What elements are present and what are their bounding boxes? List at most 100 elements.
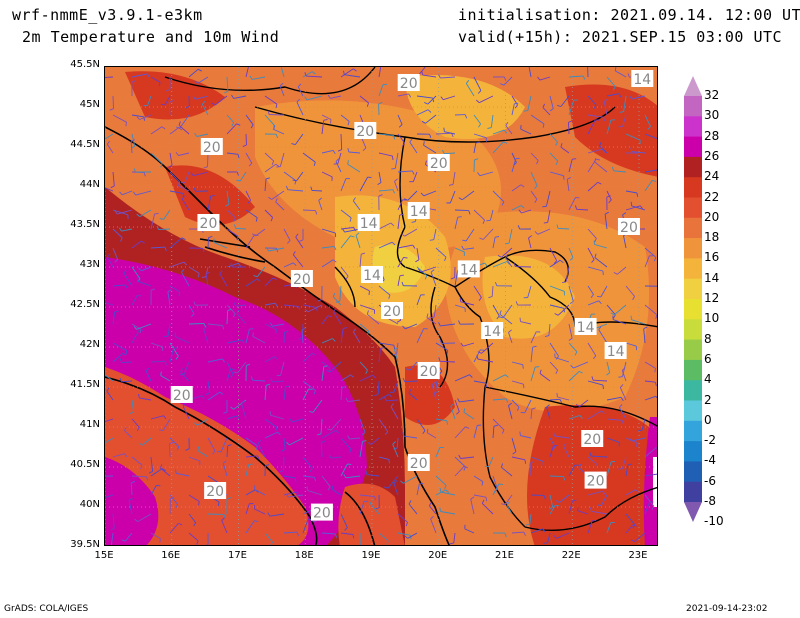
colorbar-swatch: [684, 359, 702, 381]
colorbar-tick-label: 8: [704, 331, 712, 346]
svg-text:14: 14: [363, 268, 381, 284]
missing-data-strip: [653, 457, 657, 507]
latitude-tick-label: 41.5N: [70, 379, 100, 390]
temperature-zone-20-22: [165, 165, 255, 225]
contour-label: 20: [617, 218, 640, 236]
svg-text:20: 20: [620, 220, 638, 236]
colorbar-swatch: [684, 481, 702, 503]
latitude-tick-label: 39.5N: [70, 539, 100, 550]
colorbar-swatch: [684, 96, 702, 117]
colorbar-swatch: [684, 299, 702, 320]
graticule: [105, 67, 657, 545]
colorbar-tick-label: 6: [704, 351, 712, 366]
svg-text:20: 20: [206, 484, 224, 500]
temperature-colorbar: [684, 76, 702, 522]
contour-label: 20: [204, 482, 227, 500]
latitude-tick-label: 41N: [79, 419, 100, 430]
colorbar-swatch: [684, 461, 702, 483]
contour-label: 20: [354, 122, 377, 140]
svg-text:20: 20: [430, 156, 448, 172]
longitude-tick-label: 17E: [227, 550, 247, 561]
svg-text:20: 20: [203, 140, 221, 156]
svg-text:20: 20: [293, 272, 311, 288]
product-title: 2m Temperature and 10m Wind: [22, 28, 280, 46]
colorbar-tick-label: -8: [704, 494, 716, 508]
colorbar-tick-label: 10: [704, 311, 720, 326]
svg-text:20: 20: [200, 216, 218, 232]
colorbar-tick-label: -4: [704, 453, 716, 468]
contour-labels: 20 14 20 20 20 14 14 20 20 14 14 20 20 14 14 14 20 20 20 20…: [170, 70, 654, 522]
temperature-zone-20-22: [125, 71, 225, 120]
map-canvas: 20 14 20 20 20 14 14 20 20 14 14 20 20 14 14 14 20 20 20 20…: [105, 67, 657, 545]
colorbar-tick-label: -2: [704, 433, 716, 448]
colorbar-swatch: [684, 400, 702, 422]
software-credit: GrADS: COLA/IGES: [4, 604, 89, 614]
contour-label: 20: [170, 386, 193, 404]
colorbar-tick-label: 16: [704, 250, 720, 265]
colorbar-tick-label: 22: [704, 189, 720, 204]
colorbar-swatch: [684, 339, 702, 361]
contour-label: 20: [310, 503, 333, 522]
colorbar-swatch: [684, 197, 702, 219]
contour-label: 20: [427, 154, 450, 172]
creation-timestamp: 2021-09-14-23:02: [686, 604, 768, 614]
svg-text:20: 20: [400, 76, 418, 92]
wind-barbs: [105, 67, 657, 545]
svg-text:14: 14: [483, 324, 501, 340]
svg-text:14: 14: [460, 262, 478, 278]
longitude-tick-label: 23E: [628, 550, 648, 561]
aegean-sea: [643, 417, 657, 545]
latitude-tick-label: 42N: [79, 339, 100, 350]
contour-label: 14: [631, 70, 654, 88]
temperature-zone-14-16: [482, 255, 575, 339]
colorbar-swatch: [684, 76, 702, 96]
temperature-zone-20-22: [565, 84, 657, 177]
svg-text:20: 20: [313, 506, 331, 522]
colorbar-tick-label: 26: [704, 148, 720, 163]
latitude-tick-label: 44.5N: [70, 139, 100, 150]
longitude-tick-label: 21E: [494, 550, 514, 561]
svg-text:20: 20: [420, 364, 438, 380]
latitude-tick-label: 43.5N: [70, 219, 100, 230]
svg-text:14: 14: [577, 320, 595, 336]
colorbar-tick-label: 2: [704, 392, 712, 407]
contour-label: 20: [381, 302, 404, 320]
colorbar-tick-label: 20: [704, 209, 720, 224]
valid-time: valid(+15h): 2021.SEP.15 03:00 UTC: [458, 28, 783, 46]
colorbar-swatch: [684, 319, 702, 341]
contour-label: 14: [457, 260, 480, 278]
contour-label: 14: [574, 318, 597, 336]
colorbar-tick-label: -6: [704, 473, 716, 488]
colorbar-swatch: [684, 380, 702, 401]
svg-text:14: 14: [360, 216, 378, 232]
latitude-tick-label: 43N: [79, 259, 100, 270]
contour-label: 20: [581, 430, 604, 448]
colorbar-tick-label: 30: [704, 108, 720, 123]
svg-text:20: 20: [583, 432, 601, 448]
gulf-of-taranto: [105, 457, 159, 545]
contour-label: 14: [604, 342, 627, 360]
temperature-zone-20-22: [405, 365, 455, 425]
contour-label: 20: [584, 471, 607, 490]
longitude-tick-label: 16E: [161, 550, 181, 561]
latitude-tick-label: 40N: [79, 499, 100, 510]
contour-label: 14: [481, 322, 504, 340]
contour-label: 20: [200, 138, 223, 156]
calabria-land: [338, 483, 405, 545]
colorbar-tick-label: 24: [704, 169, 720, 184]
svg-text:14: 14: [607, 344, 625, 360]
latitude-tick-label: 45N: [79, 99, 100, 110]
model-title: wrf-nmmE_v3.9.1-e3km: [12, 6, 203, 24]
colorbar-tick-label: 28: [704, 128, 720, 143]
colorbar-swatch: [684, 177, 702, 198]
contour-label: 14: [407, 202, 430, 220]
contour-label: 14: [360, 266, 383, 284]
colorbar-tick-label: 0: [704, 412, 712, 427]
colorbar-swatch: [684, 156, 702, 178]
svg-text:20: 20: [410, 456, 428, 472]
colorbar-tick-label: -10: [704, 514, 724, 529]
colorbar-tick-label: 14: [704, 270, 720, 285]
contour-label: 20: [290, 270, 313, 288]
temperature-map: 20 14 20 20 20 14 14 20 20 14 14 20 20 14 14 14 20 20 20 20…: [104, 66, 658, 546]
colorbar-swatch: [684, 238, 702, 259]
